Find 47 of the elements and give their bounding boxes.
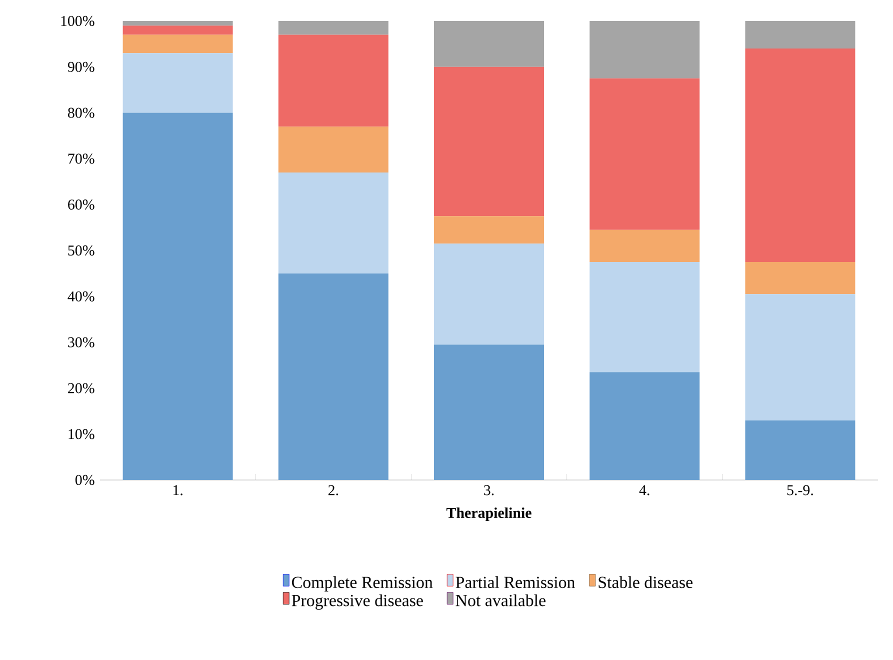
bar <box>278 172 388 274</box>
x-tick-label: 2. <box>328 485 338 496</box>
legend-label: Stable disease <box>598 576 692 588</box>
bar <box>745 20 856 49</box>
bar <box>434 216 544 244</box>
y-tick-label: 30% <box>68 337 94 348</box>
y-tick-label: 90% <box>68 62 94 72</box>
bar <box>434 66 544 216</box>
bar <box>122 34 233 54</box>
y-tick-label: 0% <box>75 474 94 486</box>
bar <box>434 20 544 67</box>
bar <box>122 20 233 26</box>
bar <box>590 20 700 78</box>
x-tick-label: 4. <box>639 485 650 496</box>
y-tick-label: 100% <box>61 16 94 26</box>
legend-label: Not available <box>456 594 546 606</box>
bar <box>745 262 856 294</box>
x-axis-title: Therapielinie <box>446 507 532 522</box>
bar <box>434 244 544 345</box>
bar <box>745 48 856 262</box>
bar <box>434 344 544 480</box>
bar <box>590 230 700 262</box>
bar <box>590 262 700 372</box>
x-tick-label: 5.-9. <box>787 485 813 496</box>
bar <box>122 26 233 35</box>
bar <box>122 112 233 480</box>
x-tick-label: 1. <box>174 485 182 496</box>
bar <box>590 372 700 480</box>
bar <box>122 53 233 113</box>
y-tick-label: 40% <box>68 291 94 302</box>
bar <box>745 294 856 420</box>
bar <box>278 34 388 127</box>
legend-label: Progressive disease <box>292 594 423 610</box>
y-tick-label: 80% <box>68 108 94 118</box>
legend-label: Partial Remission <box>456 576 575 588</box>
bar <box>590 78 700 230</box>
y-tick-label: 10% <box>68 429 94 440</box>
bar <box>745 420 856 480</box>
y-tick-label: 70% <box>68 154 94 164</box>
y-tick-label: 60% <box>68 200 94 210</box>
x-tick-label: 3. <box>484 485 494 496</box>
bar <box>278 20 388 35</box>
bar <box>278 273 388 480</box>
y-tick-label: 50% <box>68 245 94 256</box>
legend-label: Complete Remission <box>292 576 433 592</box>
bar <box>278 126 388 172</box>
y-tick-label: 20% <box>68 383 94 394</box>
